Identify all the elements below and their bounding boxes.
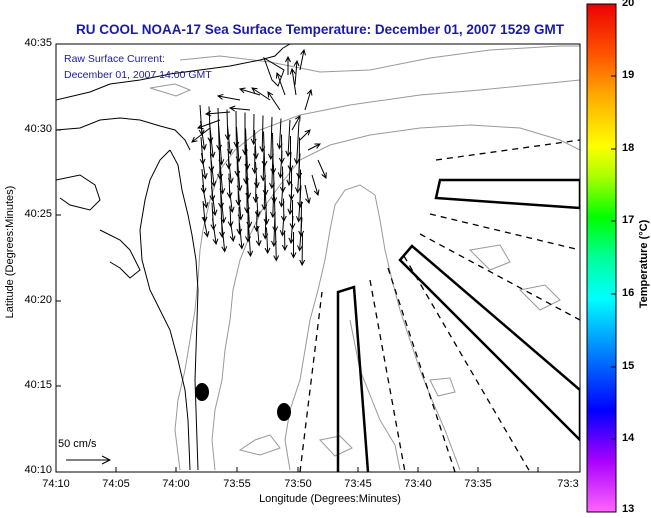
current-vector-arrow <box>204 110 231 117</box>
tick-marks <box>55 43 539 473</box>
radar-dashed-lines <box>299 139 580 472</box>
current-vector-arrow <box>264 227 271 255</box>
xtick-label: 73:35 <box>464 478 492 490</box>
current-vector-arrow <box>228 105 251 112</box>
colorbar-tick-label: 13 <box>622 503 635 515</box>
current-vector-arrow <box>307 143 321 151</box>
current-vector-arrow <box>267 91 281 111</box>
current-vector-arrow <box>294 153 301 194</box>
current-vector-arrow <box>317 159 327 180</box>
current-vector-arrow <box>290 232 297 259</box>
current-vector-arrow <box>225 141 232 170</box>
xtick-label: 73:45 <box>344 478 372 490</box>
current-vector-arrow <box>238 222 245 250</box>
current-vector-arrow <box>293 59 300 86</box>
current-vector-arrow <box>291 115 301 131</box>
current-vector-arrow <box>281 230 288 252</box>
current-vector-arrow <box>224 109 231 141</box>
current-vector-arrow <box>235 174 242 207</box>
current-vector-arrow <box>299 129 311 141</box>
figure-title: RU COOL NOAA-17 Sea Surface Temperature:… <box>76 22 564 37</box>
map-content <box>56 44 580 472</box>
current-label-line1: Raw Surface Current: <box>64 53 165 65</box>
xtick-label: 73:40 <box>404 478 432 490</box>
current-vector-arrow <box>289 67 297 96</box>
current-vector-arrow <box>252 129 259 160</box>
current-vector-arrow <box>247 224 254 258</box>
current-vector-arrow <box>273 228 280 262</box>
current-vector-arrow <box>255 225 262 247</box>
colorbar-tick-label: 19 <box>622 69 635 81</box>
colorbar-tick-label: 15 <box>622 360 635 372</box>
current-vector-arrow <box>196 119 221 130</box>
xtick-label: 74:00 <box>162 478 190 490</box>
colorbar <box>586 3 617 513</box>
xtick-label: 73:55 <box>223 478 251 490</box>
current-vector-arrow <box>251 87 271 101</box>
current-vector-arrow <box>286 151 293 187</box>
xtick-label: 73:3 <box>557 478 579 490</box>
current-label-line2: December 01, 2007 14:00 GMT <box>64 69 212 81</box>
current-vector-arrow <box>252 177 259 204</box>
current-vector-arrow <box>202 184 209 209</box>
current-vector-arrow <box>254 193 261 218</box>
ytick-label: 40:25 <box>24 208 52 220</box>
current-vector-arrow <box>212 218 219 246</box>
buoy-marker-west <box>195 383 209 401</box>
current-vectors <box>191 48 327 267</box>
current-vector-arrow <box>285 119 292 158</box>
x-axis-label: Longitude (Degrees:Minutes) <box>259 493 401 505</box>
buoy-marker-east <box>277 403 291 421</box>
colorbar-tick-label: 18 <box>622 142 635 154</box>
scale-arrow <box>66 455 112 465</box>
current-vector-arrow <box>201 152 208 180</box>
current-vector-arrow <box>304 88 313 111</box>
current-vector-arrow <box>275 71 286 96</box>
xtick-label: 74:05 <box>102 478 130 490</box>
bathymetry-contours <box>149 45 580 471</box>
colorbar-tick-label: 17 <box>622 214 635 226</box>
colorbar-label: Temperature (°C) <box>638 219 650 309</box>
current-vector-arrow <box>263 195 270 226</box>
current-vector-arrow <box>238 87 261 96</box>
xtick-label: 73:50 <box>284 478 312 490</box>
xtick-label: 74:10 <box>42 478 70 490</box>
current-vector-arrow <box>229 221 236 243</box>
colorbar-tick-label: 16 <box>622 287 635 299</box>
colorbar-tick-label: 14 <box>622 432 635 444</box>
ytick-label: 40:30 <box>24 123 52 135</box>
current-vector-arrow <box>304 184 311 205</box>
ytick-label: 40:20 <box>24 294 52 306</box>
ytick-label: 40:15 <box>24 379 52 391</box>
current-vector-arrow <box>203 216 210 238</box>
current-vector-arrow <box>299 48 306 71</box>
colorbar-ticks <box>611 75 616 440</box>
current-vector-arrow <box>295 185 302 223</box>
current-vector-arrow <box>297 217 303 252</box>
radar-masks <box>336 178 580 472</box>
current-vector-arrow <box>253 161 260 189</box>
current-vector-arrow <box>288 215 295 245</box>
current-vector-arrow <box>200 120 207 151</box>
current-vector-arrow <box>299 233 306 267</box>
current-vector-arrow <box>191 127 211 143</box>
current-vector-arrow <box>216 93 241 101</box>
scale-label: 50 cm/s <box>58 438 97 450</box>
current-vector-arrow <box>253 209 260 233</box>
colorbar-tick-label: 20 <box>622 0 635 9</box>
current-vector-arrow <box>311 174 320 197</box>
current-vector-arrow <box>293 121 300 165</box>
current-vector-arrow <box>287 183 294 216</box>
current-vector-arrow <box>285 55 291 75</box>
current-vector-arrow <box>221 219 228 253</box>
ytick-label: 40:35 <box>24 37 52 49</box>
plot-frame <box>55 43 581 473</box>
current-vector-arrow <box>262 163 269 197</box>
current-vector-arrow <box>236 206 243 236</box>
ytick-label: 40:10 <box>24 464 52 476</box>
y-axis-label: Latitude (Degrees:Minutes) <box>4 185 16 319</box>
coastline <box>56 44 291 471</box>
